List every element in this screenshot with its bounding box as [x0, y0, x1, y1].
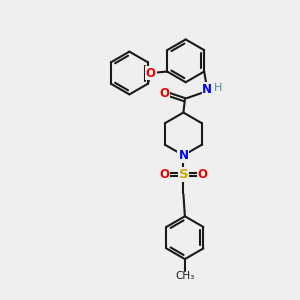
Text: O: O — [198, 168, 208, 181]
Text: O: O — [159, 168, 169, 181]
Text: H: H — [214, 83, 223, 93]
Text: N: N — [202, 83, 212, 96]
Text: O: O — [146, 67, 156, 80]
Text: N: N — [178, 149, 188, 162]
Text: CH₃: CH₃ — [175, 271, 194, 281]
Text: S: S — [178, 168, 188, 181]
Text: O: O — [159, 87, 169, 100]
